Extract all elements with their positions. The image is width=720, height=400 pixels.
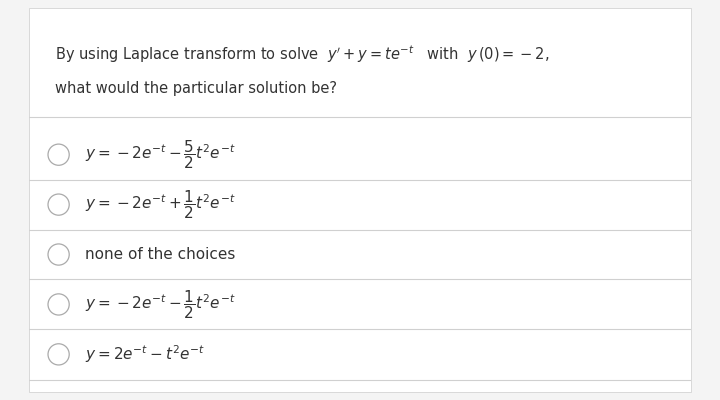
Text: none of the choices: none of the choices	[85, 247, 235, 262]
Text: By using Laplace transform to solve  $y^{\prime} + y = te^{-t}$   with  $y\,(0) : By using Laplace transform to solve $y^{…	[55, 43, 549, 65]
Text: what would the particular solution be?: what would the particular solution be?	[55, 81, 337, 96]
Text: $y = -2e^{-t} - \dfrac{5}{2}t^2e^{-t}$: $y = -2e^{-t} - \dfrac{5}{2}t^2e^{-t}$	[85, 138, 235, 171]
Text: $y = -2e^{-t} - \dfrac{1}{2}t^2e^{-t}$: $y = -2e^{-t} - \dfrac{1}{2}t^2e^{-t}$	[85, 288, 235, 321]
Text: $y = -2e^{-t} + \dfrac{1}{2}t^2e^{-t}$: $y = -2e^{-t} + \dfrac{1}{2}t^2e^{-t}$	[85, 188, 235, 221]
Text: $y = 2e^{-t} - t^2e^{-t}$: $y = 2e^{-t} - t^2e^{-t}$	[85, 344, 205, 365]
